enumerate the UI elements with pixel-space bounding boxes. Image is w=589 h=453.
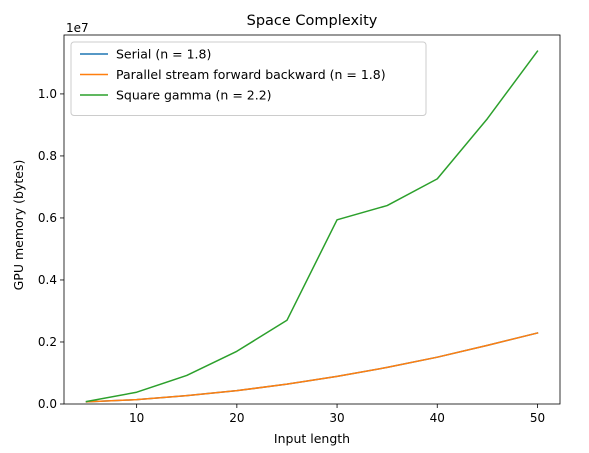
- plot-area: 10 20 30 40 50 0.0 0.2 0.4 0.6 0.8 1.0: [38, 34, 561, 425]
- series-line-1: [85, 332, 539, 403]
- axes-frame: [63, 34, 561, 405]
- y-tick-label: 1.0: [38, 87, 57, 101]
- y-tick-label: 0.8: [38, 149, 57, 163]
- chart-title: Space Complexity: [247, 13, 378, 29]
- legend-box: [70, 41, 427, 116]
- series-line-2: [85, 50, 539, 403]
- legend: Serial (n = 1.8) Parallel stream forward …: [70, 41, 427, 116]
- x-tick-label: 40: [430, 411, 445, 425]
- y-tick-label: 0.4: [38, 273, 57, 287]
- y-tick-label: 0.2: [38, 335, 57, 349]
- legend-label-2: Square gamma (n = 2.2): [116, 88, 272, 103]
- legend-label-0: Serial (n = 1.8): [116, 47, 211, 62]
- x-tick-label: 20: [229, 411, 244, 425]
- x-tick-label: 50: [530, 411, 545, 425]
- x-tick-label: 10: [129, 411, 144, 425]
- y-tick-label: 0.6: [38, 211, 57, 225]
- y-axis-label: GPU memory (bytes): [11, 160, 26, 291]
- y-offset-text: 1e7: [66, 21, 89, 35]
- x-axis-label: Input length: [274, 431, 350, 446]
- legend-label-1: Parallel stream forward backward (n = 1.…: [116, 67, 386, 82]
- x-tick-label: 30: [329, 411, 344, 425]
- y-tick-label: 0.0: [38, 397, 57, 411]
